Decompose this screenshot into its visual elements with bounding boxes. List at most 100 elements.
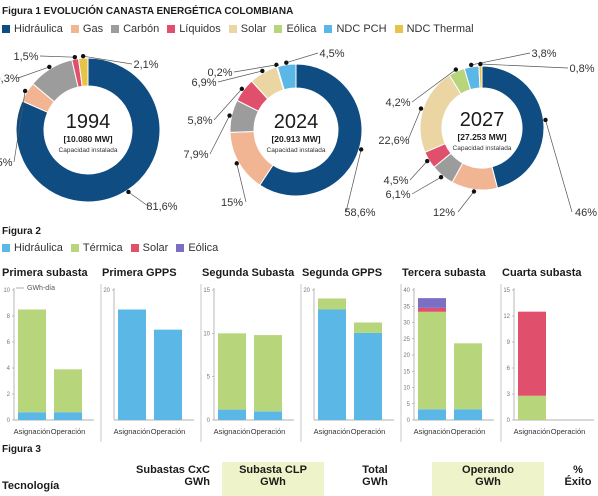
leader-dot	[260, 68, 265, 74]
donut-2027: 46% 12% 6,1% 4,5% 22,6% 4,2% 3,8% 0,8% 2027[27.2…	[378, 48, 597, 219]
donut-2024-label-liquidos: 5,8%	[187, 115, 212, 127]
leader-dot	[284, 60, 289, 65]
leader-line	[411, 176, 442, 195]
bar-asignacion-hidraulica	[318, 309, 346, 420]
donut-2027-label-ndc-pch: 3,8%	[531, 48, 556, 60]
fig1-legend-label: Gas	[82, 23, 104, 35]
panel-title: Primera subasta	[2, 267, 88, 279]
donut-2027-label-liquidos: 4,5%	[383, 175, 408, 187]
donut-1994-caption: Capacidad instalada	[59, 147, 118, 154]
header-subasta-clp-unit: GWh	[260, 476, 286, 488]
x-category-label: Asignación	[14, 427, 51, 436]
fig1-legend-hidraulica: Hidráulica	[2, 23, 63, 35]
leader-dot	[418, 106, 424, 111]
leader-line	[39, 55, 75, 58]
fig1-legend-carbon: Carbón	[111, 23, 159, 35]
x-category-label: Asignación	[214, 427, 251, 436]
y-tick-label: 35	[403, 304, 410, 310]
y-tick-label: 0	[507, 418, 511, 424]
donut-2027-label-ndc-thermal: 0,8%	[569, 63, 594, 75]
panel-title: Segunda GPPS	[302, 267, 382, 279]
leader-dot	[543, 117, 548, 123]
x-category-label: Operación	[551, 427, 586, 436]
bar-operacion-hidraulica	[254, 411, 282, 420]
fig2-legend-label: Eólica	[188, 242, 219, 254]
fig2-legend-hidraulica: Hidráulica	[2, 242, 63, 254]
donut-2024-capacity: [20.913 MW]	[271, 134, 320, 144]
donut-2024-label-gas: 15%	[221, 197, 243, 209]
fig1-legend-label: Carbón	[123, 23, 160, 35]
donut-2027-label-eolica: 4,2%	[385, 97, 410, 109]
leader-line	[17, 66, 50, 79]
header-operando-label: Operando	[462, 464, 514, 476]
x-category-label: Asignación	[514, 427, 551, 436]
panel-title: Primera GPPS	[102, 267, 177, 279]
fig1-legend-label: NDC Thermal	[406, 23, 474, 35]
leader-dot	[274, 62, 279, 68]
y-tick-label: 2	[7, 392, 11, 398]
leader-line	[217, 70, 263, 83]
bar-operacion-hidraulica	[154, 329, 182, 420]
bar-asignacion-hidraulica	[18, 412, 46, 420]
leader-line	[480, 63, 569, 69]
leader-dot	[478, 61, 483, 67]
donut-2027-caption: Capacidad instalada	[453, 145, 512, 152]
y-tick-label: 9	[507, 340, 511, 346]
header-operando: Operando GWh	[432, 462, 544, 496]
bar-asignacion-termica	[218, 333, 246, 410]
header-total-label: Total	[362, 464, 388, 476]
header-exito-label: %	[573, 464, 583, 476]
donut-2024-slice-hidraulica	[259, 63, 363, 197]
leader-dot	[47, 64, 52, 70]
x-category-label: Asignación	[114, 427, 151, 436]
leader-line	[13, 90, 26, 163]
fig1-legend-swatch	[2, 25, 10, 33]
donut-2024-year: 2024	[274, 111, 319, 133]
fig2-legend-label: Solar	[142, 242, 169, 254]
fig1-legend-swatch	[167, 25, 176, 33]
donut-1994: 81,6% 4,5% 10,3% 1,5% 2,1% 1994[10.080 MW] Cap…	[0, 51, 178, 213]
donut-2027-label-gas: 12%	[433, 207, 455, 219]
donut-1994-capacity: [10.080 MW]	[63, 134, 112, 144]
bar-asignacion-termica	[318, 298, 346, 310]
figure3-table-header: Tecnología Subastas CxC GWh Subasta CLP …	[0, 460, 598, 496]
y-tick-label: 5	[407, 402, 411, 408]
fig2-legend-solar: Solar	[130, 242, 169, 254]
donut-1994-slice-ndc-thermal	[77, 57, 89, 87]
leader-line	[209, 115, 230, 155]
fig1-legend-swatch	[111, 25, 120, 33]
x-category-label: Operación	[451, 427, 486, 436]
leader-line	[286, 52, 319, 64]
donut-2024-label-carbon: 7,9%	[183, 149, 208, 161]
fig1-legend-label: Hidráulica	[14, 23, 63, 35]
fig1-legend-label: Eólica	[286, 23, 317, 35]
donut-1994-slice-hidraulica	[15, 57, 161, 203]
y-tick-label: 20	[103, 288, 110, 294]
panel-primera-gpps: Primera GPPS 20 Asignación Operación	[100, 267, 194, 442]
leader-dot	[468, 62, 474, 68]
donut-2024-label-solar: 6,9%	[191, 77, 216, 89]
bar-operacion-termica	[454, 343, 482, 410]
panel-segunda-subasta: Segunda Subasta 0 5 10 15 Asignación Operación	[200, 267, 295, 442]
x-category-label: Operación	[351, 427, 386, 436]
leader-dot	[234, 161, 239, 166]
fig1-legend-label: NDC PCH	[336, 23, 387, 35]
y-tick-label: 10	[3, 288, 10, 294]
y-tick-label: 6	[507, 366, 511, 372]
fig2-legend-swatch	[70, 244, 79, 252]
leader-line	[457, 191, 475, 213]
donut-2024-caption: Capacidad instalada	[267, 147, 326, 154]
donut-2027-label-carbon: 6,1%	[385, 189, 410, 201]
leader-line	[233, 64, 277, 73]
unit-label: GWh-día	[27, 285, 55, 292]
leader-dot	[72, 54, 78, 60]
y-tick-label: 5	[207, 375, 211, 381]
leader-dot	[126, 189, 131, 195]
bar-asignacion-solar	[418, 307, 446, 312]
donut-2027-label-hidraulica: 46%	[575, 207, 597, 219]
y-tick-label: 6	[7, 340, 11, 346]
header-total-unit: GWh	[362, 476, 388, 488]
donut-2024-label-ndc-pch: 4,5%	[319, 48, 344, 60]
x-category-label: Asignación	[314, 427, 351, 436]
